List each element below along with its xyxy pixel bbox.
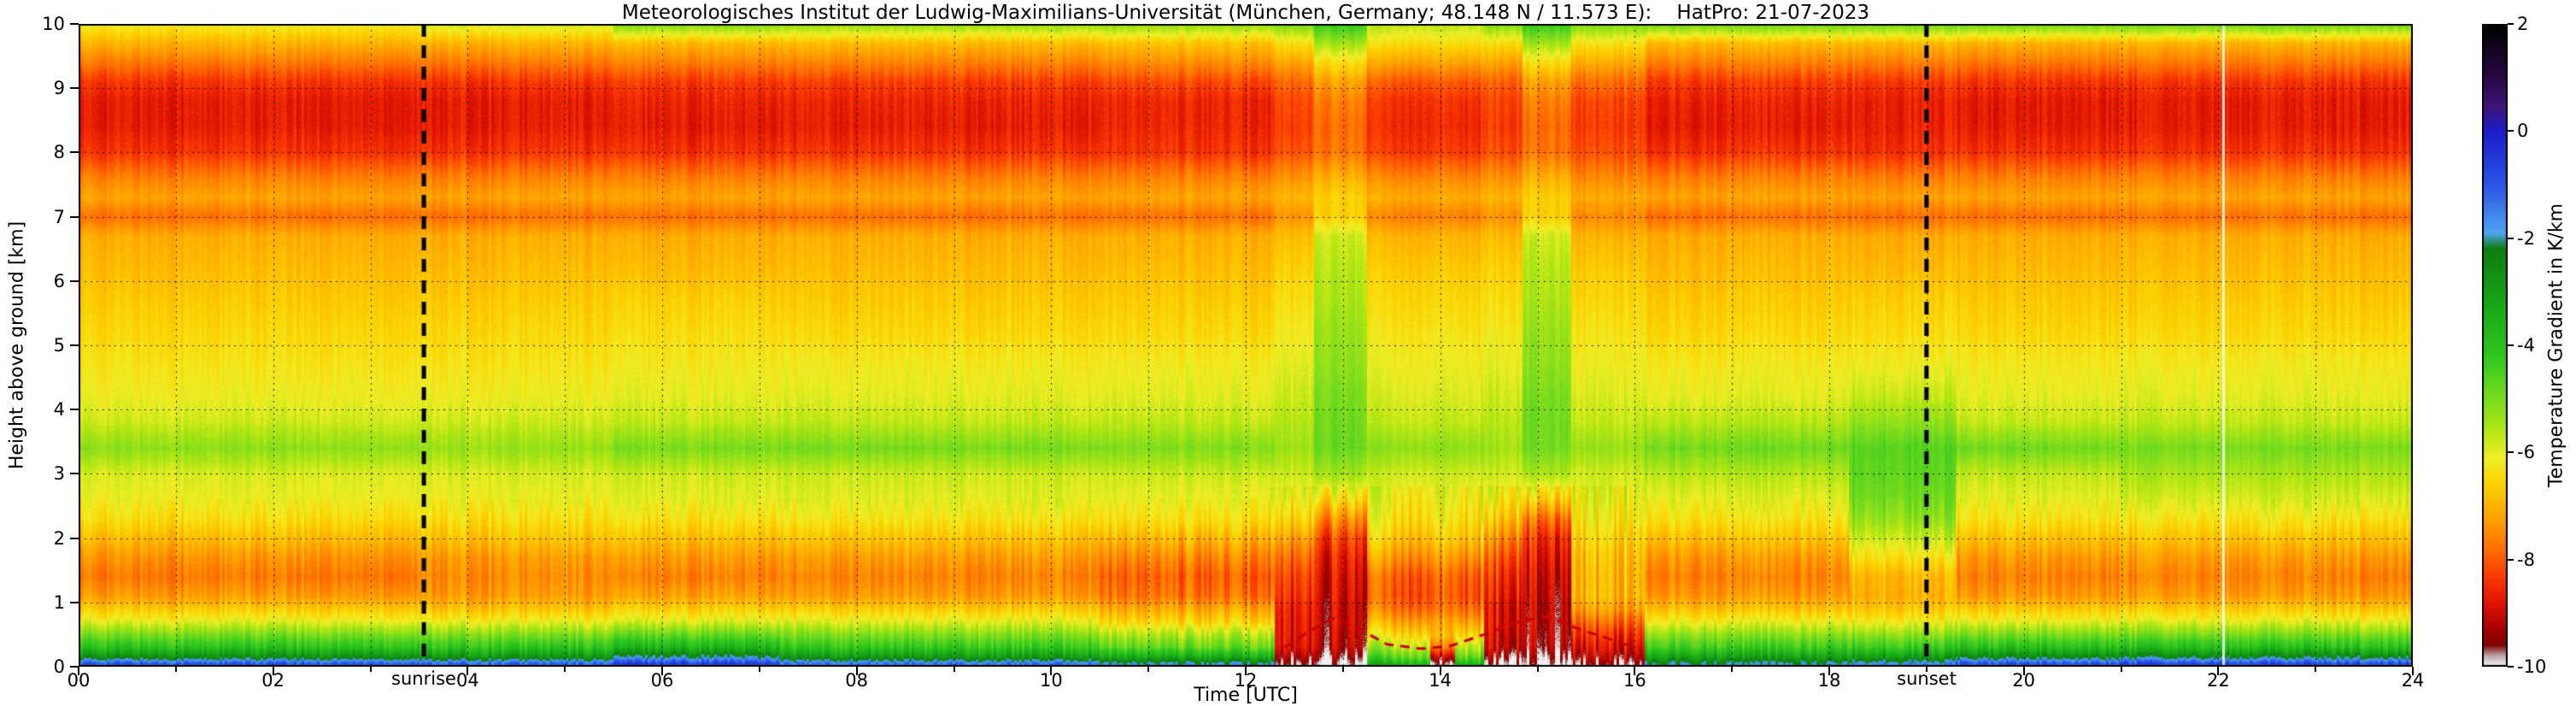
x-tick-label: 10 xyxy=(1039,670,1063,691)
x-tick-mark xyxy=(1634,667,1636,675)
y-tick-label: 5 xyxy=(53,335,65,356)
sunset-label: sunset xyxy=(1897,668,1957,689)
y-tick-label: 8 xyxy=(53,142,65,163)
y-tick-mark xyxy=(70,151,79,154)
heatmap-canvas xyxy=(79,24,2413,667)
x-tick-mark xyxy=(1439,667,1441,675)
sunrise-label: sunrise xyxy=(391,668,456,689)
colorbar-tick-label: -2 xyxy=(2517,227,2535,249)
x-minor-tick-mark xyxy=(369,667,372,672)
y-tick-mark xyxy=(70,344,79,346)
x-tick-label: 16 xyxy=(1622,670,1646,691)
x-tick-mark xyxy=(1828,667,1830,675)
x-tick-mark xyxy=(272,667,274,675)
y-tick-label: 1 xyxy=(53,591,65,613)
x-tick-mark xyxy=(855,667,858,675)
x-tick-label: 06 xyxy=(650,670,674,691)
y-tick-mark xyxy=(70,537,79,539)
y-tick-mark xyxy=(70,23,79,25)
colorbar xyxy=(2482,24,2508,667)
x-minor-tick-mark xyxy=(953,667,955,672)
x-tick-mark xyxy=(78,667,79,675)
y-tick-mark xyxy=(70,666,79,668)
colorbar-tick-mark xyxy=(2508,666,2514,668)
plot-area xyxy=(79,24,2413,667)
x-tick-label: 12 xyxy=(1234,670,1258,691)
x-tick-label: 04 xyxy=(455,670,479,691)
y-tick-mark xyxy=(70,473,79,475)
y-tick-label: 3 xyxy=(53,463,65,485)
colorbar-tick-mark xyxy=(2508,558,2514,561)
y-tick-mark xyxy=(70,215,79,218)
x-minor-tick-mark xyxy=(1731,667,1734,672)
x-minor-tick-mark xyxy=(1341,667,1344,672)
y-tick-mark xyxy=(70,601,79,603)
x-tick-label: 20 xyxy=(2012,670,2036,691)
colorbar-tick-mark xyxy=(2508,130,2514,132)
colorbar-tick-label: 0 xyxy=(2517,121,2529,142)
colorbar-tick-label: -10 xyxy=(2517,656,2547,677)
colorbar-canvas xyxy=(2482,24,2508,667)
colorbar-tick-mark xyxy=(2508,344,2514,346)
x-minor-tick-mark xyxy=(1147,667,1150,672)
y-tick-label: 10 xyxy=(42,14,65,34)
colorbar-tick-label: -8 xyxy=(2517,549,2535,570)
x-tick-mark xyxy=(2217,667,2220,675)
x-tick-mark xyxy=(661,667,663,675)
x-axis-label: Time [UTC] xyxy=(1194,685,1298,706)
x-minor-tick-mark xyxy=(1925,667,1928,672)
y-tick-mark xyxy=(70,279,79,282)
x-tick-mark xyxy=(1050,667,1053,675)
x-tick-label: 18 xyxy=(1817,670,1841,691)
y-tick-label: 7 xyxy=(53,206,65,227)
x-minor-tick-mark xyxy=(2315,667,2317,672)
colorbar-tick-label: -6 xyxy=(2517,442,2535,463)
x-tick-mark xyxy=(466,667,469,675)
x-minor-tick-mark xyxy=(758,667,760,672)
chart-title: Meteorologisches Institut der Ludwig-Max… xyxy=(621,2,1870,24)
x-minor-tick-mark xyxy=(1536,667,1539,672)
colorbar-tick-label: 2 xyxy=(2517,14,2529,34)
y-tick-label: 9 xyxy=(53,78,65,99)
x-tick-label: 00 xyxy=(67,670,91,691)
x-tick-label: 14 xyxy=(1429,670,1452,691)
colorbar-tick-mark xyxy=(2508,451,2514,454)
y-tick-label: 2 xyxy=(53,527,65,549)
x-tick-mark xyxy=(2022,667,2025,675)
y-tick-label: 6 xyxy=(53,270,65,291)
colorbar-tick-label: -4 xyxy=(2517,335,2535,356)
x-minor-tick-mark xyxy=(174,667,177,672)
x-tick-mark xyxy=(2412,667,2414,675)
colorbar-tick-mark xyxy=(2508,237,2514,239)
y-tick-label: 4 xyxy=(53,399,65,421)
x-tick-label: 02 xyxy=(261,670,285,691)
x-tick-mark xyxy=(1245,667,1247,675)
y-tick-mark xyxy=(70,409,79,411)
y-tick-label: 0 xyxy=(53,656,65,677)
y-tick-mark xyxy=(70,87,79,90)
x-minor-tick-mark xyxy=(2120,667,2122,672)
x-tick-label: 08 xyxy=(845,670,869,691)
colorbar-tick-mark xyxy=(2508,23,2514,25)
x-tick-label: 24 xyxy=(2401,670,2425,691)
x-tick-label: 22 xyxy=(2206,670,2230,691)
x-minor-tick-mark xyxy=(564,667,566,672)
